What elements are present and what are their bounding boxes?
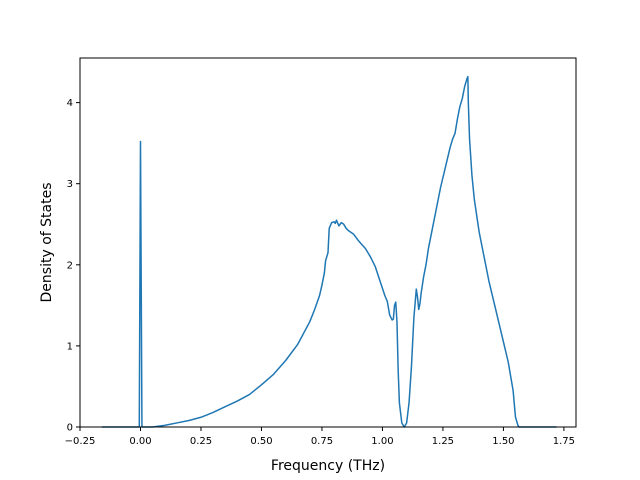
x-tick-label: 0.25 bbox=[190, 436, 212, 447]
y-axis: 0 1 2 3 4 bbox=[67, 98, 80, 434]
x-tick-label: −0.25 bbox=[65, 436, 96, 447]
y-tick-label: 1 bbox=[67, 341, 73, 352]
x-tick-label: 1.50 bbox=[492, 436, 514, 447]
x-tick-label: 0.50 bbox=[250, 436, 272, 447]
y-tick-label: 3 bbox=[67, 179, 73, 190]
y-tick-label: 2 bbox=[67, 260, 73, 271]
x-tick-label: 0.75 bbox=[311, 436, 333, 447]
x-tick-label: 1.75 bbox=[553, 436, 575, 447]
x-axis-label: Frequency (THz) bbox=[271, 458, 385, 474]
dos-series-line bbox=[101, 75, 557, 428]
x-tick-label: 1.25 bbox=[432, 436, 454, 447]
x-axis: −0.25 0.00 0.25 0.50 0.75 1.00 1.25 1.50 1.75 bbox=[65, 427, 575, 447]
plot-frame bbox=[79, 57, 577, 428]
y-tick-label: 0 bbox=[67, 423, 73, 434]
x-tick-label: 0.00 bbox=[129, 436, 151, 447]
y-tick-label: 4 bbox=[67, 98, 73, 109]
y-axis-label: Density of States bbox=[39, 183, 55, 303]
x-tick-label: 1.00 bbox=[371, 436, 393, 447]
series-layer bbox=[101, 75, 557, 428]
